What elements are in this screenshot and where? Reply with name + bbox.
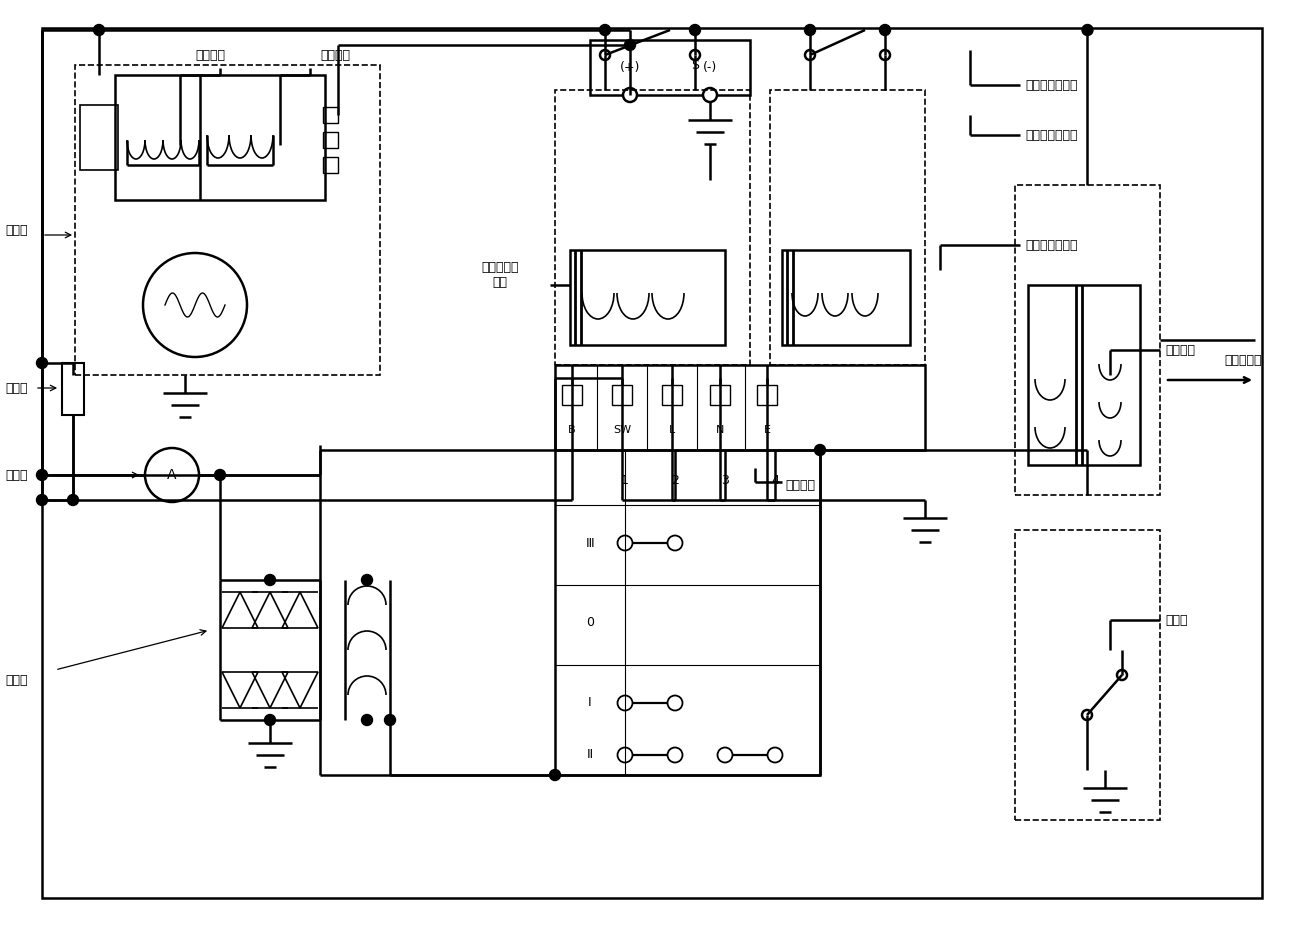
Text: (+): (+): [620, 60, 641, 73]
Bar: [612, 385, 632, 405]
Circle shape: [361, 714, 372, 725]
Circle shape: [880, 50, 890, 60]
Circle shape: [1082, 24, 1094, 35]
Text: Ⅲ: Ⅲ: [586, 537, 594, 550]
Bar: [80, 105, 117, 170]
Bar: [115, 75, 325, 200]
Text: L: L: [669, 425, 675, 435]
Circle shape: [1082, 710, 1092, 720]
Circle shape: [703, 88, 716, 102]
Circle shape: [667, 748, 683, 763]
Bar: [562, 385, 582, 405]
Circle shape: [622, 88, 637, 102]
Text: 燕断器: 燕断器: [5, 381, 27, 394]
Text: 起动继电器
动圈: 起动继电器 动圈: [482, 261, 519, 289]
Circle shape: [718, 748, 732, 763]
Text: 起动机: 起动机: [5, 223, 27, 236]
Circle shape: [814, 445, 826, 456]
Text: 保护继电器触点: 保护继电器触点: [1024, 128, 1078, 141]
Text: Ⅱ: Ⅱ: [587, 749, 592, 762]
Text: (-): (-): [703, 60, 718, 73]
Circle shape: [265, 714, 275, 725]
Text: 保护继电器线圈: 保护继电器线圈: [1024, 238, 1078, 251]
Text: SW: SW: [613, 425, 632, 435]
Bar: [555, 90, 750, 365]
Text: 点火开关: 点火开关: [786, 479, 816, 491]
Circle shape: [617, 696, 633, 711]
Bar: [757, 385, 776, 405]
Circle shape: [804, 24, 816, 35]
Circle shape: [805, 50, 816, 60]
Bar: [555, 450, 820, 775]
Text: 点火线圈: 点火线圈: [1165, 343, 1195, 356]
Circle shape: [617, 748, 633, 763]
Bar: [590, 40, 750, 95]
Circle shape: [37, 495, 47, 506]
Bar: [324, 132, 338, 148]
Bar: [1028, 285, 1141, 465]
Bar: [324, 107, 338, 123]
Text: 电流表: 电流表: [5, 469, 27, 482]
Circle shape: [689, 24, 701, 35]
Text: 起动继电器触点: 起动继电器触点: [1024, 78, 1078, 91]
Circle shape: [214, 470, 226, 481]
Text: 断电器: 断电器: [1165, 614, 1188, 627]
Text: 至分电器盖: 至分电器盖: [1224, 353, 1262, 366]
Circle shape: [667, 536, 683, 551]
Bar: [662, 385, 683, 405]
Bar: [1015, 530, 1160, 820]
Bar: [324, 157, 338, 173]
Text: 2: 2: [671, 473, 679, 486]
Circle shape: [37, 470, 47, 481]
Bar: [770, 90, 925, 365]
Bar: [74, 65, 380, 375]
Circle shape: [549, 769, 561, 780]
Text: 3: 3: [722, 473, 729, 486]
Circle shape: [690, 50, 699, 60]
Circle shape: [68, 495, 78, 506]
Text: A: A: [167, 468, 176, 482]
Circle shape: [617, 536, 633, 551]
Bar: [555, 365, 925, 450]
Text: S: S: [692, 59, 699, 72]
Circle shape: [600, 50, 609, 60]
Text: 发电机: 发电机: [5, 673, 27, 686]
Text: E: E: [763, 425, 770, 435]
Circle shape: [880, 24, 890, 35]
Circle shape: [599, 24, 611, 35]
Bar: [1015, 185, 1160, 495]
Text: 0: 0: [586, 617, 594, 630]
Text: 1: 1: [621, 473, 629, 486]
Bar: [782, 250, 910, 345]
Text: 保持线圈: 保持线圈: [320, 48, 350, 61]
Text: N: N: [716, 425, 724, 435]
Circle shape: [145, 448, 198, 502]
Circle shape: [94, 24, 104, 35]
Text: Ⅰ: Ⅰ: [589, 697, 591, 710]
Bar: [63, 363, 84, 415]
Text: 4: 4: [771, 473, 779, 486]
Text: B: B: [568, 425, 576, 435]
Circle shape: [767, 748, 783, 763]
Bar: [710, 385, 729, 405]
Circle shape: [1117, 670, 1128, 680]
Circle shape: [625, 39, 636, 50]
Circle shape: [265, 575, 275, 586]
Circle shape: [667, 696, 683, 711]
Circle shape: [361, 575, 372, 586]
Text: 吸引线圈: 吸引线圈: [194, 48, 224, 61]
Circle shape: [37, 357, 47, 368]
Bar: [570, 250, 726, 345]
Circle shape: [385, 714, 395, 725]
